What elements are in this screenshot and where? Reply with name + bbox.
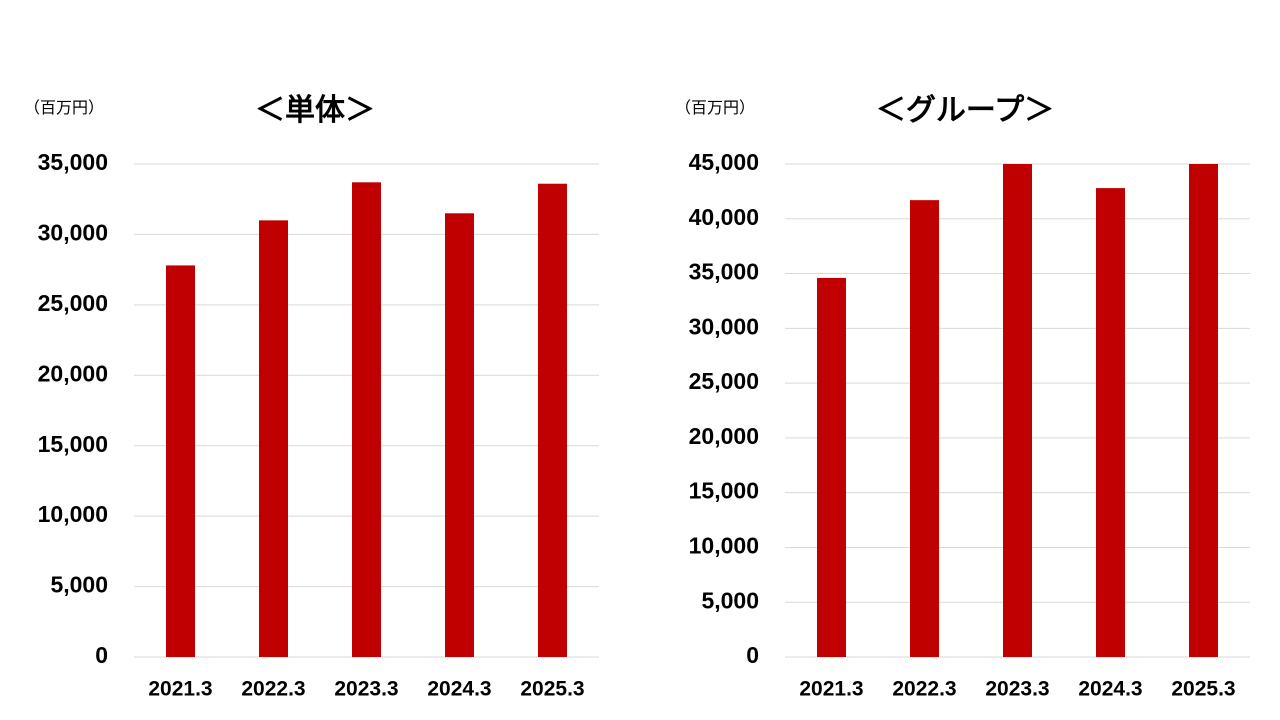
y-tick-label: 25,000 xyxy=(38,290,108,316)
y-tick-label: 0 xyxy=(746,642,759,668)
y-tick-label: 15,000 xyxy=(689,478,759,504)
bar xyxy=(445,213,474,658)
y-tick-label: 20,000 xyxy=(38,360,108,386)
bar xyxy=(352,182,381,657)
bar xyxy=(166,265,195,657)
x-tick-label: 2025.3 xyxy=(520,678,584,701)
x-tick-label: 2024.3 xyxy=(1078,678,1142,701)
y-tick-label: 25,000 xyxy=(689,368,759,394)
x-tick-label: 2023.3 xyxy=(985,678,1049,701)
x-tick-label: 2021.3 xyxy=(799,678,863,701)
y-tick-label: 10,000 xyxy=(38,501,108,527)
y-tick-label: 10,000 xyxy=(689,533,759,559)
bar xyxy=(817,277,846,657)
chart-title: ＜グループ＞ xyxy=(876,94,1054,127)
x-tick-label: 2022.3 xyxy=(892,678,956,701)
y-tick-label: 0 xyxy=(95,642,108,668)
y-tick-label: 5,000 xyxy=(701,587,759,613)
y-tick-label: 35,000 xyxy=(38,149,108,175)
unit-label: （百万円） xyxy=(24,99,104,117)
bar xyxy=(1189,164,1218,657)
y-tick-label: 20,000 xyxy=(689,423,759,449)
y-tick-label: 5,000 xyxy=(50,572,108,598)
y-tick-label: 35,000 xyxy=(689,259,759,285)
y-tick-label: 45,000 xyxy=(689,149,759,175)
x-tick-label: 2022.3 xyxy=(241,678,305,701)
x-tick-label: 2023.3 xyxy=(334,678,398,701)
unit-label: （百万円） xyxy=(675,99,755,117)
x-tick-label: 2021.3 xyxy=(148,678,212,701)
bar xyxy=(910,200,939,658)
bar xyxy=(1003,164,1032,657)
x-tick-label: 2025.3 xyxy=(1171,678,1235,701)
chart-title: ＜単体＞ xyxy=(255,94,375,127)
y-tick-label: 30,000 xyxy=(689,313,759,339)
y-tick-label: 15,000 xyxy=(38,431,108,457)
bar xyxy=(1096,188,1125,657)
y-tick-label: 30,000 xyxy=(38,220,108,246)
bar xyxy=(259,220,288,658)
x-tick-label: 2024.3 xyxy=(427,678,491,701)
y-tick-label: 40,000 xyxy=(689,204,759,230)
bar xyxy=(538,183,567,657)
